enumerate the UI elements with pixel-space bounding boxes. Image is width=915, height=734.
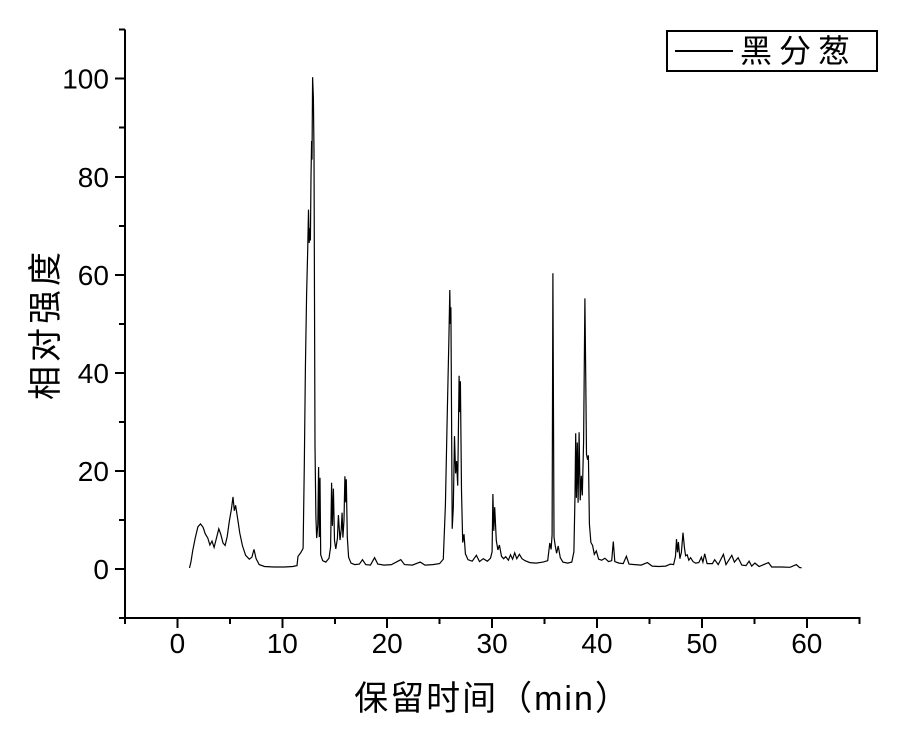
x-tick-label: 0 [170,628,186,659]
y-axis-title: 相对强度 [27,248,65,400]
legend-box: 黑分葱 [666,30,878,72]
legend-label: 黑分葱 [740,33,858,69]
x-tick-label: 50 [686,628,717,659]
tick-labels: 0 10 20 30 40 50 60 0 20 40 60 80 100 [62,64,822,659]
x-tick-label: 10 [267,628,298,659]
y-tick-label: 0 [93,554,109,585]
y-tick-label: 20 [78,456,109,487]
x-tick-label: 60 [791,628,822,659]
chromatogram-trace [188,77,802,569]
axes [114,28,861,629]
x-axis-title: 保留时间（min） [354,680,631,718]
y-tick-label: 100 [62,64,109,95]
legend-line-swatch [675,50,733,52]
x-tick-label: 30 [477,628,508,659]
y-tick-label: 40 [78,358,109,389]
x-tick-label: 40 [581,628,612,659]
x-tick-label: 20 [372,628,403,659]
y-tick-label: 80 [78,162,109,193]
y-tick-label: 60 [78,260,109,291]
